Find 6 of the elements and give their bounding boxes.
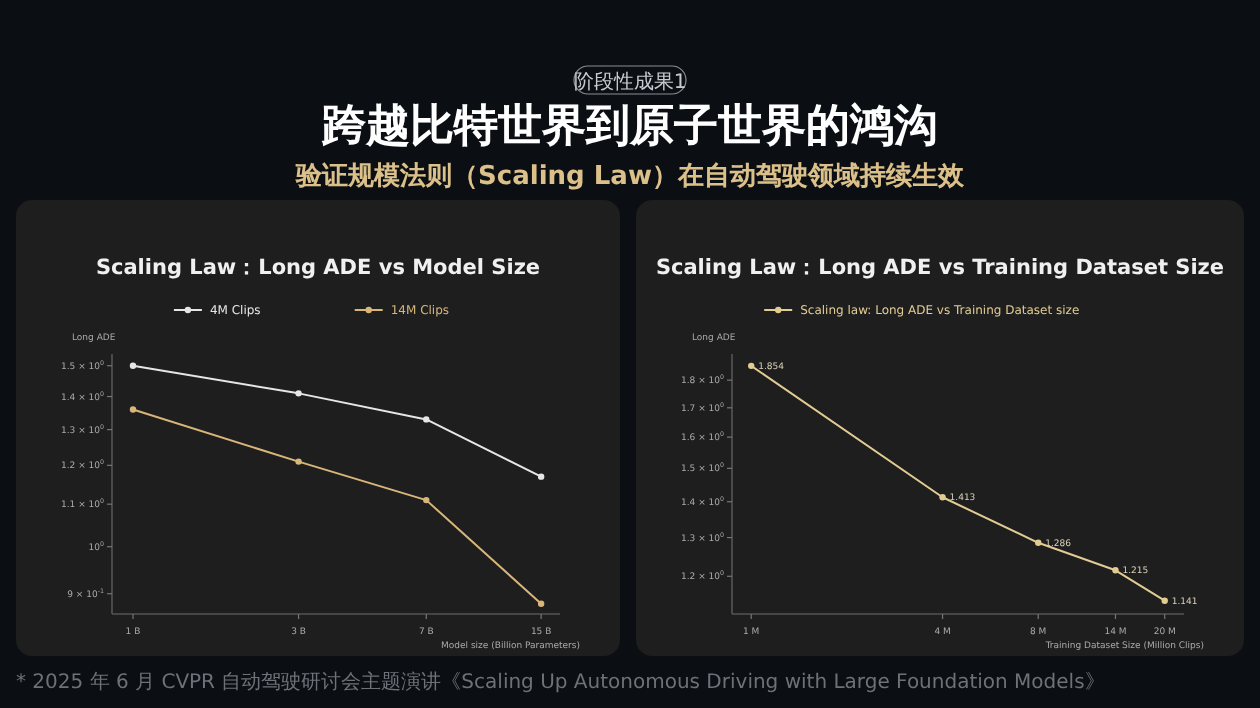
chart-title: Scaling Law：Long ADE vs Training Dataset Size <box>655 256 1225 280</box>
text: * 2025 年 6 月 CVPR 自动驾驶研讨会主题演讲《Scaling Up Autonomous Driving with Large Foundation Models》 <box>16 670 1105 694</box>
chart-title: Scaling Law：Long ADE vs Model Size <box>95 256 541 280</box>
text: 验证规模法则（Scaling Law）在自动驾驶领域持续生效 <box>294 162 966 192</box>
text: 阶段性成果1 <box>573 70 687 94</box>
text: 跨越比特世界到原子世界的鸿沟 <box>320 102 938 152</box>
